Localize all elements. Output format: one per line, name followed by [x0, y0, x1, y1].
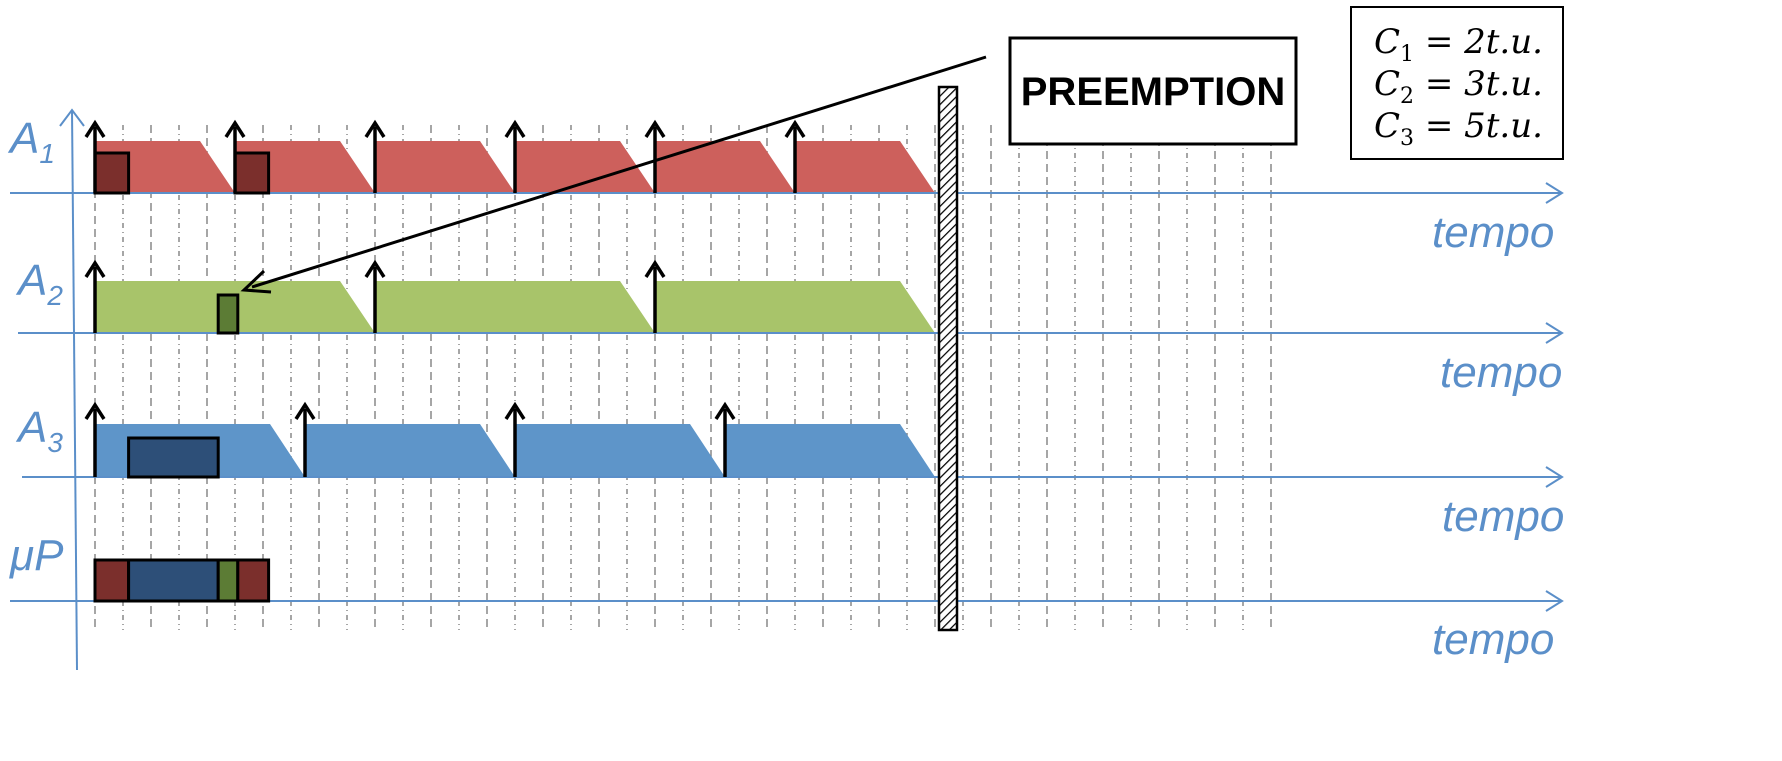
task-band-a2: [655, 281, 935, 333]
release-arrowhead: [364, 259, 386, 278]
task-band-a3: [515, 424, 725, 477]
row-label-subscript: 3: [47, 427, 63, 458]
callout-text: PREEMPTION: [1021, 70, 1285, 114]
release-arrows: [84, 119, 806, 477]
deadline-hatched-bar: [937, 85, 959, 632]
execution-block: [216, 293, 240, 335]
execution-block: [127, 436, 220, 479]
release-arrowhead: [84, 119, 106, 138]
task-band-a1: [795, 141, 935, 193]
formula-symbol: C: [1374, 22, 1400, 62]
execution-blocks: [93, 151, 271, 603]
row-label-a3: A3: [15, 403, 63, 458]
time-axis-arrowhead: [1545, 322, 1564, 344]
formula-value: = 2t.u.: [1414, 22, 1543, 62]
execution-block: [233, 151, 271, 195]
release-arrowhead: [504, 119, 526, 138]
formula-line: C1 = 2t.u.: [1374, 22, 1543, 67]
formula-line: C3 = 5t.u.: [1374, 106, 1543, 151]
row-label-subscript: 2: [46, 280, 63, 311]
time-axis-arrowhead: [1545, 466, 1564, 488]
vertical-axis-arrowhead: [59, 108, 85, 127]
task-bands: [95, 141, 935, 477]
release-arrowhead: [84, 259, 106, 278]
formula-line: C2 = 3t.u.: [1374, 64, 1543, 109]
formula-subscript: 1: [1400, 42, 1414, 67]
formula-symbol: C: [1374, 64, 1400, 104]
release-arrowhead: [504, 401, 526, 420]
formula-value: = 5t.u.: [1414, 106, 1543, 146]
formula-symbol: C: [1374, 106, 1400, 146]
time-axis-arrowhead: [1545, 182, 1564, 204]
release-arrowhead: [364, 119, 386, 138]
task-band-a1: [515, 141, 655, 193]
task-band-a2: [375, 281, 655, 333]
release-arrowhead: [224, 119, 246, 138]
deadline-bar: [937, 85, 959, 632]
task-band-a1: [375, 141, 515, 193]
task-band-a3: [725, 424, 935, 477]
formula-box: [1350, 6, 1564, 160]
execution-block: [93, 151, 131, 195]
time-axis-arrowhead: [1545, 590, 1564, 612]
callout-pointer-arrowhead: [240, 269, 272, 294]
axis-label-tempo: tempo: [1440, 348, 1562, 397]
execution-block: [216, 558, 240, 603]
task-band-a1: [655, 141, 795, 193]
row-label-a2: A2: [15, 256, 63, 311]
callout-box: [1008, 36, 1298, 146]
axis-label-tempo: tempo: [1442, 492, 1564, 541]
formula-value: = 3t.u.: [1414, 64, 1543, 104]
task-band-a3: [305, 424, 515, 477]
formula-subscript: 3: [1400, 126, 1414, 151]
grid-lines: [94, 125, 1272, 630]
formula-box: C1 = 2t.u.C2 = 3t.u.C3 = 5t.u.: [1350, 6, 1564, 160]
execution-block: [236, 558, 271, 603]
execution-block: [93, 558, 131, 603]
row-label-subscript: 1: [39, 138, 55, 169]
vertical-axis: [71, 109, 78, 671]
release-arrowhead: [644, 259, 666, 278]
callout-pointer-line: [251, 55, 987, 289]
row-labels: tempo A1 tempo A2 tempo A3 tempo μP: [7, 114, 1564, 664]
formula-subscript: 2: [1400, 84, 1414, 109]
row-label-a1: A1: [7, 114, 55, 169]
release-arrowhead: [644, 119, 666, 138]
axis-label-tempo: tempo: [1432, 208, 1554, 257]
execution-block: [127, 558, 220, 603]
release-arrowhead: [714, 401, 736, 420]
release-arrowhead: [84, 401, 106, 420]
axis-label-tempo: tempo: [1432, 615, 1554, 664]
release-arrowhead: [294, 401, 316, 420]
preemption-callout: PREEMPTION: [240, 36, 1298, 294]
row-label-up: μP: [9, 531, 64, 580]
release-arrowhead: [784, 119, 806, 138]
